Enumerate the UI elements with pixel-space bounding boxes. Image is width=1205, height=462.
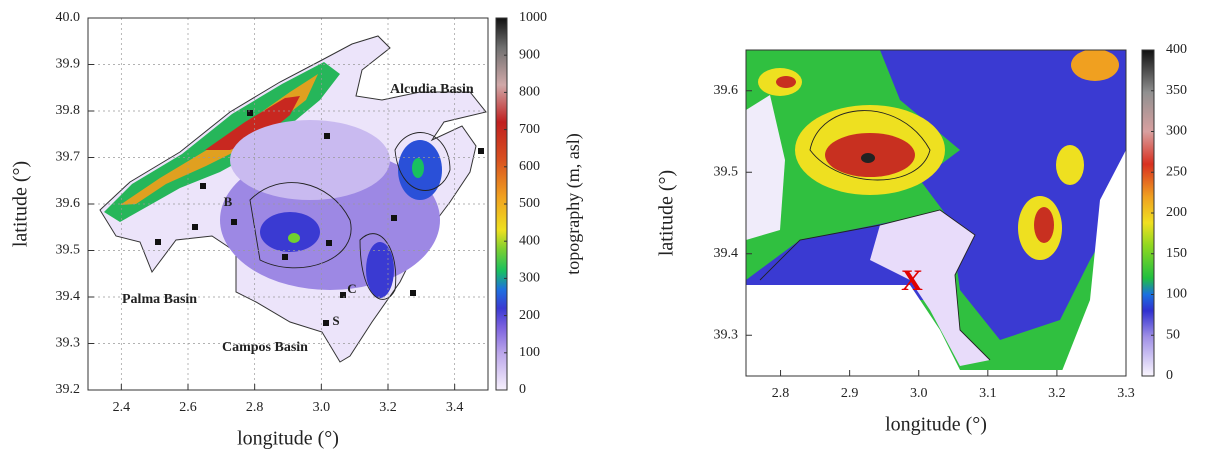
north-range-peak [205,96,300,150]
x-axis-label: longitude (°) [885,414,987,436]
annotation: X [901,264,923,297]
colorbar-tick-label: 500 [519,196,540,211]
plot-frame [87,17,489,391]
y-axis-label: latitude (°) [10,161,32,247]
y-tick-label: 39.4 [56,289,81,304]
y-tick-label: 39.9 [56,57,81,72]
north-range-high [120,74,318,205]
hills-peak [861,153,875,163]
colorbar-tick-label: 1000 [519,10,547,25]
y-tick-label: 39.4 [714,246,739,261]
x-tick-label: 3.0 [910,386,928,401]
stations [155,110,484,326]
y-tick-label: 39.5 [714,164,739,179]
hill [366,242,394,298]
contour [809,110,931,181]
colorbar-tick-label: 350 [1166,83,1187,98]
colorbar-tick-label: 200 [519,308,540,323]
x-tick-label: 3.1 [979,386,997,401]
lowland [880,50,1126,340]
colorbar-tick-label: 400 [519,233,540,248]
y-tick-label: 39.6 [714,83,739,98]
colorbar-tick-label: 100 [1166,287,1187,302]
colorbar-label: topography (m, asl) [563,133,584,274]
hills [1056,145,1084,185]
x-axis-label: longitude (°) [237,428,339,450]
colorbar-tick-label: 150 [1166,246,1187,261]
contour [249,182,352,269]
colorbar-tick-label: 0 [519,382,526,397]
sea [746,95,785,240]
x-tick-label: 2.8 [246,400,264,415]
contour [759,209,991,361]
sea [746,285,1126,376]
hill-peak [288,233,300,243]
plain-low [230,120,390,200]
y-tick-label: 39.6 [56,196,81,211]
y-tick-label: 39.3 [56,336,81,351]
x-tick-label: 2.8 [772,386,790,401]
colorbar-tick-label: 0 [1166,368,1173,383]
colorbar-tick-label: 300 [519,271,540,286]
x-tick-label: 2.4 [113,400,131,415]
y-axis-label: latitude (°) [656,170,678,256]
contour [394,132,451,191]
hills-high [776,76,796,88]
x-tick-label: 3.4 [446,400,464,415]
y-tick-label: 39.7 [56,150,81,165]
annotation: S [332,313,339,328]
hill [260,212,320,252]
annotation: C [347,281,356,296]
contour [359,233,397,300]
right-map [746,50,1126,376]
x-tick-label: 3.2 [379,400,397,415]
colorbar-tick-label: 50 [1166,327,1180,342]
colorbar-tick-label: 900 [519,47,540,62]
colorbar-tick-label: 300 [1166,124,1187,139]
y-tick-label: 39.5 [56,243,81,258]
colorbar-tick-label: 400 [1166,42,1187,57]
colorbar-tick-label: 250 [1166,164,1187,179]
hills-high [1034,207,1054,243]
annotation: Alcudia Basin [390,82,474,97]
annotation: Campos Basin [222,340,308,355]
x-tick-label: 2.6 [179,400,197,415]
x-tick-label: 3.2 [1048,386,1066,401]
y-tick-label: 39.3 [714,327,739,342]
plot-frame [745,49,1127,377]
y-tick-label: 40.0 [56,10,81,25]
hills [1071,50,1119,81]
colorbar-tick-label: 600 [519,159,540,174]
colorbar-tick-label: 800 [519,85,540,100]
colorbar-tick-label: 200 [1166,205,1187,220]
hill-peak [412,158,424,178]
x-tick-label: 3.3 [1117,386,1135,401]
y-tick-label: 39.2 [56,382,81,397]
x-tick-label: 2.9 [841,386,859,401]
colorbar-tick-label: 700 [519,122,540,137]
annotation: Palma Basin [122,292,197,307]
left-map [99,35,487,363]
x-tick-label: 3.0 [313,400,331,415]
colorbar-tick-label: 100 [519,345,540,360]
coastal-plain [870,210,990,366]
annotation: B [224,194,233,209]
y-tick-label: 39.8 [56,103,81,118]
sea [1060,150,1126,376]
